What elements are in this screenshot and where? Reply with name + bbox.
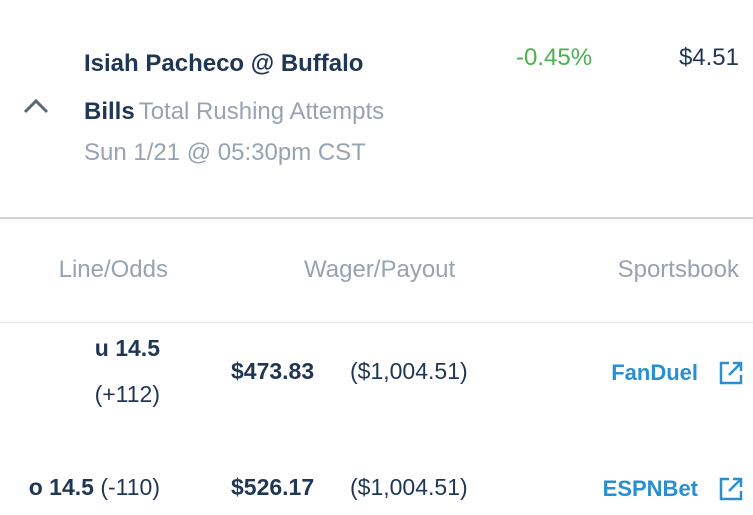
player-matchup: Isiah Pacheco @ Buffalo Bills [84, 50, 364, 125]
sportsbook-link[interactable]: FanDuel [611, 360, 698, 385]
column-header: Line/Odds [58, 256, 168, 283]
divider [0, 322, 753, 323]
sportsbook-link[interactable]: ESPNBet [602, 476, 698, 501]
wager: $526.17 [231, 474, 315, 500]
bet-title: Isiah Pacheco @ Buffalo Bills Total Rushi… [84, 40, 449, 136]
change: -0.45% [516, 44, 593, 71]
odds: (+112) [94, 381, 160, 407]
game-date: Sun 1/21 @ 05:30pm CST [84, 139, 366, 166]
divider [0, 217, 753, 219]
chevron-icon [23, 98, 49, 114]
icon-path [719, 361, 743, 385]
column-header: Sportsbook [617, 256, 739, 283]
line-odds: o 14.5 (-110) [29, 474, 160, 501]
payout: ($1,004.51) [350, 358, 468, 384]
line: u 14.5 [94, 335, 160, 361]
market: Total Rushing Attempts [138, 98, 385, 125]
external-link-icon[interactable] [718, 360, 744, 386]
icon-path [719, 477, 743, 501]
column-header: Wager/Payout [304, 256, 456, 283]
wager: $473.83 [231, 358, 315, 384]
price: $4.51 [678, 44, 739, 71]
odds: (-110) [100, 474, 160, 500]
collapse-chevron[interactable] [22, 96, 50, 116]
external-link-icon[interactable] [718, 476, 744, 502]
payout: ($1,004.51) [350, 474, 468, 500]
line: o 14.5 [28, 474, 94, 500]
